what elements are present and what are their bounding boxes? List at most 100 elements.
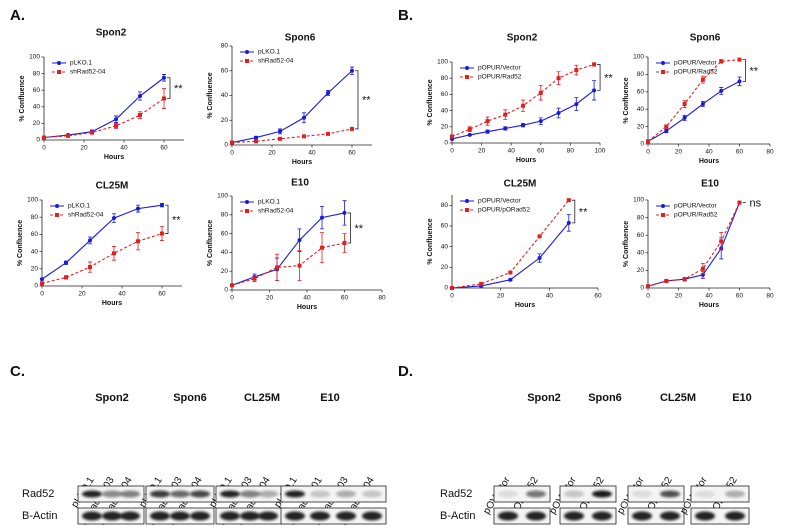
series-line xyxy=(647,80,740,142)
data-point xyxy=(537,256,542,261)
data-point xyxy=(160,203,164,208)
x-tick-label: 60 xyxy=(736,293,744,300)
data-point xyxy=(40,281,44,286)
x-axis-label: Hours xyxy=(699,302,719,309)
chart-title: E10 xyxy=(291,178,309,189)
significance-label: ** xyxy=(579,206,588,218)
blot-band xyxy=(592,511,612,521)
y-tick-label: 80 xyxy=(221,212,229,219)
x-tick-label: 20 xyxy=(268,150,276,157)
blot-band xyxy=(102,490,122,498)
data-point xyxy=(297,238,302,243)
x-tick-label: 80 xyxy=(378,295,386,302)
data-point xyxy=(556,111,561,116)
blot-group-label: E10 xyxy=(320,392,340,404)
x-tick-label: 40 xyxy=(308,150,316,157)
blot-row-label: B-Actin xyxy=(440,510,475,522)
y-tick-label: 40 xyxy=(441,107,449,114)
data-point xyxy=(592,62,597,67)
x-tick-label: 60 xyxy=(160,145,168,152)
blot-band xyxy=(220,511,240,521)
legend-label: pOPUR/Vector xyxy=(674,60,717,67)
legend-label: pLKO.1 xyxy=(258,199,280,206)
y-tick-label: 80 xyxy=(31,214,39,221)
data-point xyxy=(297,263,302,268)
x-tick-label: 0 xyxy=(450,293,454,300)
legend-marker xyxy=(465,75,469,79)
data-point xyxy=(719,239,724,244)
blot-band xyxy=(285,511,305,521)
x-tick-label: 40 xyxy=(705,293,713,300)
data-point xyxy=(521,103,526,108)
data-point xyxy=(90,130,94,135)
legend-marker xyxy=(465,66,469,70)
significance-bracket xyxy=(167,77,171,99)
series-line xyxy=(43,77,165,139)
data-point xyxy=(114,123,118,128)
data-point xyxy=(162,75,166,80)
x-tick-label: 0 xyxy=(646,149,650,156)
y-axis-label: % Confluence xyxy=(427,218,434,264)
blot-band xyxy=(285,490,305,498)
data-point xyxy=(88,265,92,270)
blot-band xyxy=(82,511,102,521)
x-tick-label: 60 xyxy=(594,293,602,300)
x-tick-label: 0 xyxy=(230,295,234,302)
y-axis-label: % Confluence xyxy=(207,72,214,118)
x-tick-label: 20 xyxy=(78,291,86,298)
data-point xyxy=(230,140,234,145)
x-axis-label: Hours xyxy=(297,304,317,311)
y-tick-label: 40 xyxy=(33,104,41,111)
data-point xyxy=(646,139,650,144)
data-point xyxy=(479,281,484,286)
data-point xyxy=(503,126,508,131)
data-point xyxy=(138,94,142,99)
blot-band xyxy=(240,511,260,521)
blot-band xyxy=(362,490,382,498)
y-tick-label: 60 xyxy=(33,87,41,94)
blot-band xyxy=(190,490,210,498)
blot-frame xyxy=(493,485,551,503)
data-point xyxy=(508,277,513,282)
series-line xyxy=(231,128,353,144)
y-tick-label: 20 xyxy=(441,264,449,271)
y-tick-label: 80 xyxy=(441,75,449,82)
y-tick-label: 0 xyxy=(640,141,644,148)
y-tick-label: 40 xyxy=(441,243,449,250)
data-point xyxy=(88,238,92,243)
blot-band xyxy=(336,490,356,498)
y-tick-label: 100 xyxy=(437,59,448,66)
blot-band xyxy=(150,511,170,521)
blot-band xyxy=(564,490,584,498)
x-tick-label: 60 xyxy=(158,291,166,298)
legend-label: pOPUR/Rad52 xyxy=(674,69,718,76)
data-point xyxy=(664,128,669,133)
x-axis-label: Hours xyxy=(104,154,124,161)
x-tick-label: 60 xyxy=(537,148,545,155)
x-tick-label: 40 xyxy=(546,293,554,300)
y-axis-label: % Confluence xyxy=(623,77,630,123)
data-point xyxy=(302,134,306,139)
x-tick-label: 0 xyxy=(230,150,234,157)
y-tick-label: 100 xyxy=(633,197,644,204)
series-line xyxy=(451,89,595,140)
blot-band xyxy=(190,511,210,521)
data-point xyxy=(664,124,669,129)
data-point xyxy=(254,139,258,144)
y-tick-label: 20 xyxy=(33,120,41,127)
series-line xyxy=(41,204,163,280)
chart-title: Spon2 xyxy=(507,33,538,44)
data-point xyxy=(737,57,742,62)
series-line xyxy=(231,70,353,144)
x-axis-label: Hours xyxy=(102,300,122,307)
blot-group-label: Spon6 xyxy=(588,392,622,404)
data-point xyxy=(574,68,579,73)
x-axis-label: Hours xyxy=(515,302,535,309)
y-axis-label: % Confluence xyxy=(427,79,434,125)
legend-label: shRad52-04 xyxy=(258,58,294,65)
data-point xyxy=(64,275,68,280)
y-tick-label: 60 xyxy=(637,232,645,239)
chart-title: Spon6 xyxy=(690,33,721,44)
data-point xyxy=(114,117,118,122)
